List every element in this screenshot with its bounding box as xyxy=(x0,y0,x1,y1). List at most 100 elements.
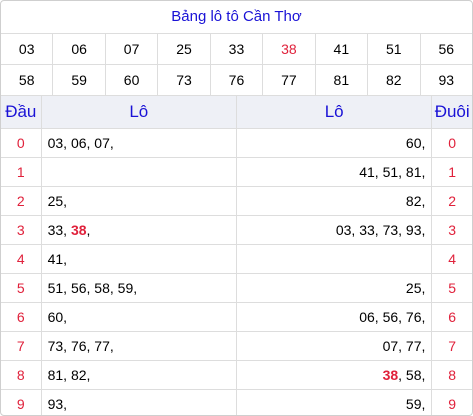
lo-number: 51 xyxy=(47,280,64,296)
lo-number: 03 xyxy=(47,135,64,151)
number-cell: 82 xyxy=(367,64,421,96)
number-cell: 59 xyxy=(52,64,106,96)
lo-number: 58 xyxy=(94,280,110,296)
lo-number: 33 xyxy=(47,222,64,238)
number-cell: 81 xyxy=(315,64,369,96)
lo-number: 51 xyxy=(382,164,399,180)
number-cell: 38 xyxy=(262,34,316,65)
lo-number: 38 xyxy=(70,222,87,238)
lo-right-cell xyxy=(236,244,433,274)
number-cell: 77 xyxy=(262,64,316,96)
lo-number: 73 xyxy=(47,338,64,354)
number-cell: 33 xyxy=(210,34,264,65)
table-row: 4 41, 4 xyxy=(1,244,472,274)
lo-number: 06 xyxy=(70,135,87,151)
duoi-cell: 3 xyxy=(431,215,472,245)
lo-number: 81 xyxy=(405,164,422,180)
lo-number: 76 xyxy=(405,309,422,325)
lo-number: 82 xyxy=(405,193,422,209)
lo-number: 33 xyxy=(359,222,375,238)
dau-cell: 8 xyxy=(1,360,42,390)
lo-left-cell: 33, 38, xyxy=(41,215,237,245)
number-cell: 06 xyxy=(52,34,106,65)
table-title: Bảng lô tô Cần Thơ xyxy=(1,1,472,34)
header-dau: Đầu xyxy=(1,96,42,129)
duoi-cell: 5 xyxy=(431,273,472,303)
lo-left-cell: 51, 56, 58, 59, xyxy=(41,273,237,303)
table-row: 8 81, 82, 38, 58, 8 xyxy=(1,360,472,390)
lo-number: 73 xyxy=(382,222,399,238)
lo-right-cell: 06, 56, 76, xyxy=(236,302,433,332)
dau-cell: 5 xyxy=(1,273,42,303)
number-cell: 58 xyxy=(1,64,54,96)
number-cell: 93 xyxy=(420,64,472,96)
lo-number: 41 xyxy=(47,251,64,267)
lo-left-cell: 93, xyxy=(41,389,237,415)
table-row: 2 25, 82, 2 xyxy=(1,186,472,216)
table-row: 0 03, 06, 07, 60, 0 xyxy=(1,128,472,158)
duoi-cell: 9 xyxy=(448,396,457,412)
table-row: 9 93, 59, 9 xyxy=(1,389,472,415)
lo-number: 25 xyxy=(47,193,64,209)
numbers-row-2: 58 59 60 73 76 77 81 82 93 xyxy=(1,64,472,96)
lo-number: 25 xyxy=(405,280,422,296)
dau-cell: 9 xyxy=(1,389,42,415)
number-cell: 07 xyxy=(105,34,159,65)
dau-cell: 1 xyxy=(1,157,42,187)
lo-number: 59 xyxy=(117,280,134,296)
lo-number: 77 xyxy=(405,338,422,354)
lo-number: 93 xyxy=(405,222,422,238)
number-cell: 41 xyxy=(315,34,369,65)
lo-right-cell: 03, 33, 73, 93, xyxy=(236,215,433,245)
lo-number: 06 xyxy=(359,309,375,325)
number-cell: 76 xyxy=(210,64,264,96)
lo-right-cell: 82, xyxy=(236,186,433,216)
lo-number: 76 xyxy=(70,338,87,354)
duoi-cell: 1 xyxy=(431,157,472,187)
lo-right-cell: 38, 58, xyxy=(236,360,433,390)
lo-number: 59 xyxy=(405,396,422,412)
header-lo-right: Lô xyxy=(236,96,433,129)
lo-number: 93 xyxy=(47,396,64,412)
number-cell: 03 xyxy=(1,34,54,65)
lo-number: 77 xyxy=(94,338,110,354)
lo-number: 60 xyxy=(405,135,422,151)
lo-number: 58 xyxy=(405,367,422,383)
numbers-grid: 03 06 07 25 33 38 41 51 56 58 59 60 73 76 77 81 82 93 xyxy=(1,34,472,96)
lo-right-cell: 25, xyxy=(236,273,433,303)
lo-left-cell: 73, 76, 77, xyxy=(41,331,237,361)
duoi-cell: 8 xyxy=(431,360,472,390)
lo-number: 07 xyxy=(382,338,399,354)
number-cell: 25 xyxy=(157,34,211,65)
lo-left-cell: 03, 06, 07, xyxy=(41,128,237,158)
lo-number: 03 xyxy=(335,222,352,238)
dau-cell: 6 xyxy=(1,302,42,332)
lo-right-cell: 41, 51, 81, xyxy=(236,157,433,187)
lo-left-cell: 25, xyxy=(41,186,237,216)
lo-left-cell xyxy=(41,157,237,187)
duoi-cell: 4 xyxy=(431,244,472,274)
dau-cell: 2 xyxy=(1,186,42,216)
lo-right-cell: 59, xyxy=(236,389,433,415)
number-cell: 56 xyxy=(420,34,472,65)
number-cell: 73 xyxy=(157,64,211,96)
lo-number: 38 xyxy=(382,367,399,383)
header-duoi: Đuôi xyxy=(431,96,472,129)
table-row: 3 33, 38, 03, 33, 73, 93, 3 xyxy=(1,215,472,245)
header-lo-left: Lô xyxy=(41,96,237,129)
duoi-cell: 6 xyxy=(431,302,472,332)
lo-left-cell: 60, xyxy=(41,302,237,332)
lo-number: 60 xyxy=(47,309,64,325)
number-cell: 51 xyxy=(367,34,421,65)
loto-body: 0 03, 06, 07, 60, 0 1 41, 51, 81, 1 2 25, 82, 2 3 33… xyxy=(1,128,472,415)
lo-number: 56 xyxy=(382,309,399,325)
lo-number: 07 xyxy=(94,135,110,151)
table-row: 7 73, 76, 77, 07, 77, 7 xyxy=(1,331,472,361)
number-cell: 60 xyxy=(105,64,159,96)
lo-number: 82 xyxy=(70,367,87,383)
loto-header-row: Đầu Lô Lô Đuôi xyxy=(1,96,472,129)
loto-table: Đầu Lô Lô Đuôi 0 03, 06, 07, 60, 0 1 41, 51, … xyxy=(1,96,472,415)
table-row: 1 41, 51, 81, 1 xyxy=(1,157,472,187)
lo-number: 56 xyxy=(70,280,87,296)
